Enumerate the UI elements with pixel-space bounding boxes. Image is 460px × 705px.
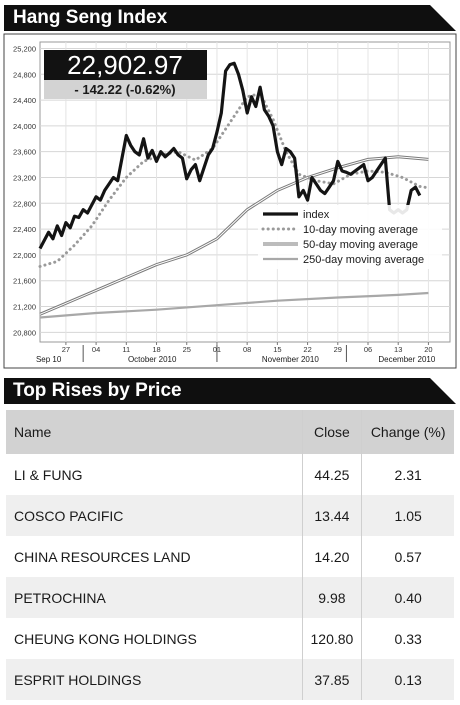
series-line-index [38, 61, 422, 250]
month-label: Sep 10 [36, 355, 62, 364]
y-tick-label: 24,000 [13, 122, 36, 131]
y-tick-label: 25,200 [13, 44, 36, 53]
x-tick-label: 27 [62, 345, 70, 354]
legend-label: 250-day moving average [303, 254, 424, 266]
x-tick-label: 29 [334, 345, 342, 354]
quote-change-box [44, 80, 207, 99]
close-price: 120.80 [302, 618, 363, 659]
change-percent: 1.05 [361, 495, 454, 536]
y-tick-label: 21,600 [13, 277, 36, 286]
series-line-10-day [38, 91, 430, 268]
x-tick-label: 08 [243, 345, 251, 354]
y-tick-label: 22,000 [13, 251, 36, 260]
y-tick-label: 20,800 [13, 328, 36, 337]
x-tick-label: 22 [303, 345, 311, 354]
close-column-header: Close [302, 410, 363, 454]
stock-name: ESPRIT HOLDINGS [6, 659, 303, 700]
y-tick-label: 22,400 [13, 225, 36, 234]
month-label: December 2010 [378, 355, 435, 364]
close-price: 14.20 [302, 536, 363, 577]
x-tick-label: 25 [183, 345, 191, 354]
table-row: LI & FUNG 44.25 2.31 [6, 454, 454, 495]
name-column-header: Name [6, 410, 303, 454]
chart-title: Hang Seng Index [13, 7, 168, 28]
y-tick-label: 21,200 [13, 303, 36, 312]
legend-label: index [303, 209, 330, 221]
change-percent: 2.31 [394, 466, 422, 483]
stock-name: PETROCHINA [6, 577, 303, 618]
stock-name: LI & FUNG [6, 454, 303, 495]
rises-title: Top Rises by Price [13, 380, 182, 401]
quote-value: 22,902.97 [67, 50, 183, 80]
quote-change: - 142.22 (-0.62%) [74, 82, 175, 97]
close-price: 13.44 [302, 495, 363, 536]
change-column-header: Change (%) [361, 410, 454, 454]
change-percent: 0.40 [361, 577, 454, 618]
y-tick-label: 24,400 [13, 96, 36, 105]
table-header-row: Name Close Change (%) [6, 410, 454, 454]
legend-label: 50-day moving average [303, 239, 418, 251]
table-row: CHEUNG KONG HOLDINGS 120.80 0.33 [6, 618, 454, 659]
top-rises-table: Name Close Change (%) LI & FUNG 44.25 2.… [6, 410, 454, 700]
y-tick-label: 24,800 [13, 70, 36, 79]
month-label: November 2010 [262, 355, 319, 364]
y-tick-label: 23,200 [13, 173, 36, 182]
close-price: 37.85 [302, 659, 363, 700]
rises-title-banner: Top Rises by Price [4, 378, 456, 404]
change-percent: 0.13 [361, 659, 454, 700]
x-tick-label: 18 [152, 345, 160, 354]
table-row: ESPRIT HOLDINGS 37.85 0.13 [6, 659, 454, 700]
y-tick-label: 22,800 [13, 199, 36, 208]
close-price: 44.25 [302, 454, 363, 495]
stock-name: COSCO PACIFIC [6, 495, 303, 536]
stock-name: CHINA RESOURCES LAND [6, 536, 303, 577]
change-percent: 0.33 [394, 630, 422, 647]
x-tick-label: 06 [364, 345, 372, 354]
x-tick-label: 13 [394, 345, 402, 354]
series-line-50-day [39, 156, 429, 315]
quote-value-box [44, 50, 207, 80]
x-tick-label: 20 [424, 345, 432, 354]
x-tick-label: 04 [92, 345, 100, 354]
table-row: PETROCHINA 9.98 0.40 [6, 577, 454, 618]
table-row: COSCO PACIFIC 13.44 1.05 [6, 495, 454, 536]
x-tick-label: 15 [273, 345, 281, 354]
close-price: 9.98 [302, 577, 363, 618]
legend-label: 10-day moving average [303, 224, 418, 236]
table-row: CHINA RESOURCES LAND 14.20 0.57 [6, 536, 454, 577]
series-line-250-day [39, 291, 429, 319]
change-percent: 0.57 [394, 548, 422, 565]
x-tick-label: 11 [122, 345, 130, 354]
y-tick-label: 23,600 [13, 148, 36, 157]
stock-name: CHEUNG KONG HOLDINGS [6, 618, 303, 659]
chart-title-banner: Hang Seng Index [4, 5, 456, 31]
hang-seng-chart: 20,800 21,200 21,600 22,000 22,400 22,800 23,2… [3, 33, 457, 369]
month-label: October 2010 [128, 355, 177, 364]
